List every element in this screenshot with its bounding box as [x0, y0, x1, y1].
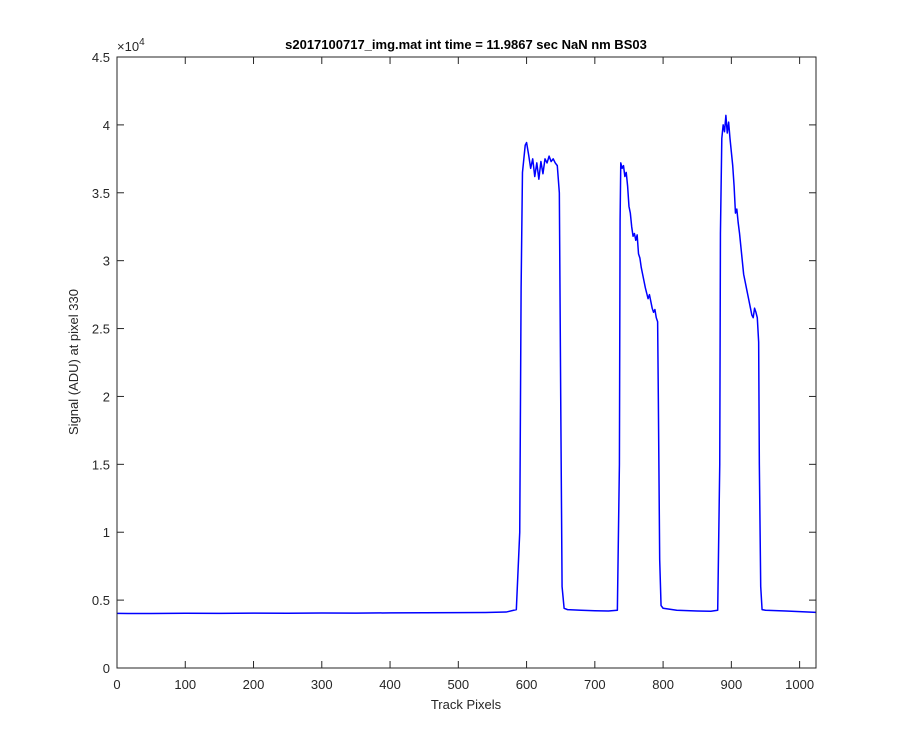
x-tick-label: 500 [447, 677, 469, 692]
series-layer [116, 114, 817, 615]
y-tick-label: 1.5 [92, 457, 110, 472]
x-tick-label: 800 [652, 677, 674, 692]
x-tick-label: 1000 [785, 677, 814, 692]
y-tick-label: 4.5 [92, 50, 110, 65]
x-tick-label: 0 [113, 677, 120, 692]
y-tick-label: 0.5 [92, 593, 110, 608]
x-tick-label: 700 [584, 677, 606, 692]
plot-area [117, 57, 816, 668]
series-line-0 [116, 114, 817, 615]
x-axis-ticks: 0 100 200 300 400 500 600 700 800 900 1000 [113, 57, 814, 692]
x-tick-label: 900 [721, 677, 743, 692]
y-tick-label: 0 [103, 661, 110, 676]
y-axis-exponent: ×104 [117, 37, 145, 54]
x-tick-label: 200 [243, 677, 265, 692]
y-tick-label: 2 [103, 389, 110, 404]
y-tick-label: 1 [103, 525, 110, 540]
x-tick-label: 400 [379, 677, 401, 692]
axes-frame [116, 56, 817, 669]
x-tick-label: 100 [174, 677, 196, 692]
y-tick-label: 2.5 [92, 322, 110, 337]
y-axis-ticks: 0 0.5 1 1.5 2 2.5 3 3.5 4 4.5 [92, 50, 816, 676]
y-tick-label: 3.5 [92, 186, 110, 201]
x-tick-label: 300 [311, 677, 333, 692]
axes-box [116, 56, 817, 669]
x-axis-label: Track Pixels [431, 697, 502, 712]
chart-title: s2017100717_img.mat int time = 11.9867 s… [285, 37, 647, 52]
y-tick-label: 4 [103, 118, 110, 133]
x-tick-label: 600 [516, 677, 538, 692]
y-axis-label: Signal (ADU) at pixel 330 [66, 289, 81, 435]
y-tick-label: 3 [103, 254, 110, 269]
